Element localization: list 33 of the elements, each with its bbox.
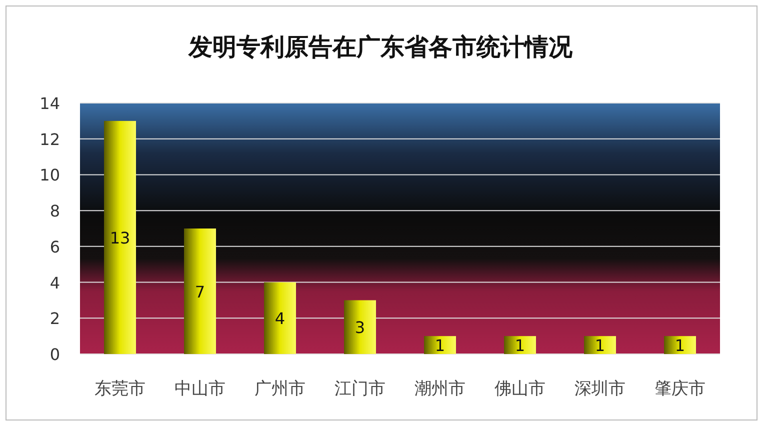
data-label: 1: [514, 336, 526, 356]
data-label: 7: [194, 282, 206, 302]
bar: [104, 120, 136, 354]
bar: [424, 336, 456, 354]
x-tick-label: 广州市: [254, 379, 306, 399]
y-tick-label: 10: [40, 166, 60, 185]
x-tick-label: 佛山市: [494, 379, 546, 399]
x-tick-label: 中山市: [174, 379, 226, 399]
bar: [584, 336, 616, 354]
y-tick-label: 8: [50, 202, 60, 221]
bar: [504, 336, 536, 354]
x-tick-label: 深圳市: [574, 379, 626, 399]
data-label: 3: [354, 318, 366, 338]
x-tick-label: 江门市: [334, 379, 386, 399]
y-tick-label: 12: [40, 130, 60, 149]
y-tick-label: 6: [50, 237, 60, 256]
bar: [264, 282, 296, 354]
bar: [344, 300, 376, 354]
chart-title: 发明专利原告在广东省各市统计情况: [188, 33, 574, 61]
y-tick-label: 4: [50, 273, 60, 292]
y-tick-label: 2: [50, 309, 60, 328]
data-label: 1: [434, 336, 446, 356]
data-label: 13: [110, 228, 130, 248]
x-tick-label: 潮州市: [414, 379, 466, 399]
y-tick-label: 0: [50, 345, 60, 364]
x-tick-label: 肇庆市: [654, 379, 706, 399]
data-label: 1: [594, 336, 606, 356]
y-tick-label: 14: [40, 94, 60, 113]
bar: [184, 228, 216, 354]
data-label: 4: [274, 309, 286, 328]
bar: [664, 336, 696, 354]
data-label: 1: [674, 336, 686, 356]
x-tick-label: 东莞市: [94, 379, 146, 399]
